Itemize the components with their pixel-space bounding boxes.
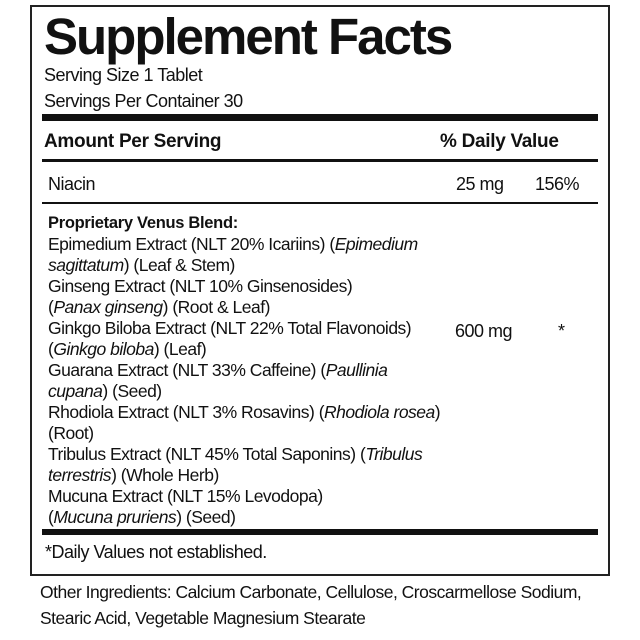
ingredient-text: ) (Leaf & Stem) [123,255,236,275]
other-ingredients-line-2: Stearic Acid, Vegetable Magnesium Steara… [40,608,366,628]
blend-name: Proprietary Venus Blend: [48,214,238,232]
footnote: *Daily Values not established. [45,542,267,562]
ingredient-line: (Ginkgo biloba) (Leaf) [48,339,440,360]
ingredient-text: Ginkgo Biloba Extract (NLT 22% Total Fla… [48,318,412,338]
ingredient-text: Epimedium Extract (NLT 20% Icariins) ( [48,234,335,254]
blend-lines: Epimedium Extract (NLT 20% Icariins) (Ep… [48,234,441,528]
botanical-name: sagittatum [48,255,124,275]
ingredient-text: Rhodiola Extract (NLT 3% Rosavins) ( [48,402,325,422]
ingredient-line: Ginseng Extract (NLT 10% Ginsenosides) [48,276,440,297]
botanical-name: Ginkgo biloba [53,339,154,359]
panel-title: Supplement Facts [44,8,453,65]
thick-divider [42,529,598,535]
supplement-facts-panel: Supplement Facts Serving Size 1 Tablet S… [30,5,610,576]
botanical-name: Paullinia [325,360,388,380]
ingredient-text: Tribulus Extract (NLT 45% Total Saponins… [48,444,366,464]
ingredient-line: cupana) (Seed) [48,381,440,402]
amount-per-serving-header: Amount Per Serving [44,131,222,152]
botanical-name: Panax ginseng [53,297,163,317]
botanical-name: cupana [48,381,103,401]
ingredient-line: (Root) [48,423,440,444]
ingredient-text: Mucuna Extract (NLT 15% Levodopa) [48,486,323,506]
ingredient-line: Rhodiola Extract (NLT 3% Rosavins) (Rhod… [48,402,441,423]
blend-ingredients: Proprietary Venus Blend: Epimedium Extra… [48,213,441,528]
botanical-name: Mucuna pruriens [53,507,177,527]
ingredient-line: Mucuna Extract (NLT 15% Levodopa) [48,486,440,507]
blend-amount: 600 mg [455,321,513,341]
serving-size: Serving Size 1 Tablet [44,65,203,85]
niacin-dv: 156% [535,174,580,194]
ingredient-line: (Panax ginseng) (Root & Leaf) [48,297,440,318]
ingredient-line: terrestris) (Whole Herb) [48,465,440,486]
niacin-amount: 25 mg [456,174,504,194]
ingredient-text: ( [48,507,54,527]
other-ingredients-line-1: Other Ingredients: Calcium Carbonate, Ce… [40,582,582,602]
divider [42,159,598,162]
ingredient-text: ( [48,339,54,359]
botanical-name: terrestris [48,465,112,485]
ingredient-line: sagittatum) (Leaf & Stem) [48,255,440,276]
ingredient-line: Ginkgo Biloba Extract (NLT 22% Total Fla… [48,318,440,339]
ingredient-line: Tribulus Extract (NLT 45% Total Saponins… [48,444,440,465]
botanical-name: Epimedium [334,234,419,254]
ingredient-text: ) [434,402,441,422]
botanical-name: Tribulus [365,444,423,464]
ingredient-line: (Mucuna pruriens) (Seed) [48,507,440,528]
botanical-name: Rhodiola rosea [324,402,435,422]
ingredient-text: (Root) [48,423,94,443]
ingredient-text: Ginseng Extract (NLT 10% Ginsenosides) [48,276,353,296]
ingredient-line: Epimedium Extract (NLT 20% Icariins) (Ep… [48,234,440,255]
thick-divider [42,114,598,121]
niacin-name: Niacin [48,174,96,194]
divider [42,202,598,204]
ingredient-text: ) (Seed) [102,381,162,401]
servings-per-container: Servings Per Container 30 [44,91,243,111]
blend-dv: * [558,321,565,341]
ingredient-text: ) (Seed) [176,507,236,527]
ingredient-text: ) (Leaf) [153,339,207,359]
ingredient-text: ) (Root & Leaf) [162,297,271,317]
ingredient-text: ( [48,297,54,317]
ingredient-line: Guarana Extract (NLT 33% Caffeine) (Paul… [48,360,440,381]
ingredient-text: Guarana Extract (NLT 33% Caffeine) ( [48,360,326,380]
ingredient-text: ) (Whole Herb) [111,465,219,485]
daily-value-header: % Daily Value [440,131,559,152]
